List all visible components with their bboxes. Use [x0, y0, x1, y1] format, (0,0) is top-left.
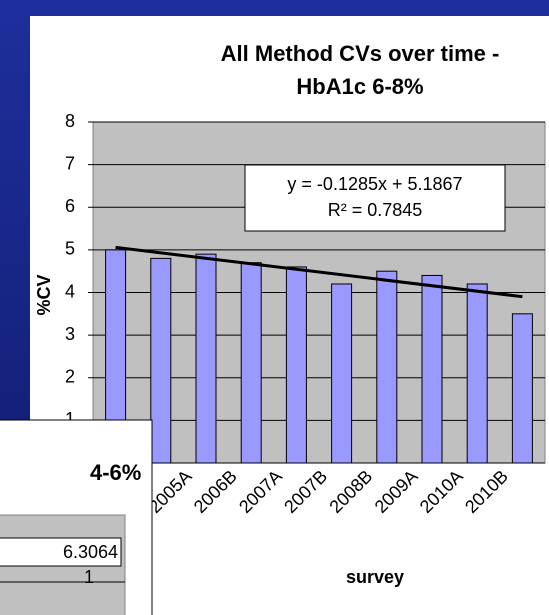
x-axis-label: survey [346, 567, 404, 587]
bar [376, 270, 398, 464]
bar [421, 274, 443, 464]
bar [240, 262, 262, 464]
trendline-equation: y = -0.1285x + 5.1867 [287, 174, 462, 194]
y-tick-label: 6 [65, 196, 75, 216]
y-tick-label: 2 [65, 367, 75, 387]
chart-subtitle: HbA1c 6-8% [296, 74, 423, 99]
overlay-chart: 4-6% 6.3064 1 [0, 419, 153, 615]
y-tick-label: 4 [65, 281, 75, 301]
overlay-chart-title: 4-6% [90, 460, 141, 485]
bar [195, 253, 217, 464]
bar [511, 313, 533, 464]
overlay-equation: 6.3064 [63, 542, 118, 562]
y-tick-label: 8 [65, 111, 75, 131]
y-tick-label: 1 [65, 409, 75, 429]
y-tick-label: 7 [65, 153, 75, 173]
bar [331, 283, 353, 464]
y-tick-label: 5 [65, 239, 75, 259]
chart-title: All Method CVs over time - [221, 41, 500, 66]
bar [466, 283, 488, 464]
overlay-equation-box [0, 537, 122, 567]
y-tick-label: 3 [65, 324, 75, 344]
bar [150, 257, 172, 464]
bar [285, 266, 307, 464]
main-chart: All Method CVs over time - HbA1c 6-8% %CV s… [34, 41, 545, 587]
trendline [115, 245, 523, 299]
trendline-r2: R² = 0.7845 [328, 200, 423, 220]
equation-box [244, 164, 506, 232]
overlay-r2: 1 [84, 567, 94, 587]
y-axis-label: %CV [34, 274, 54, 315]
